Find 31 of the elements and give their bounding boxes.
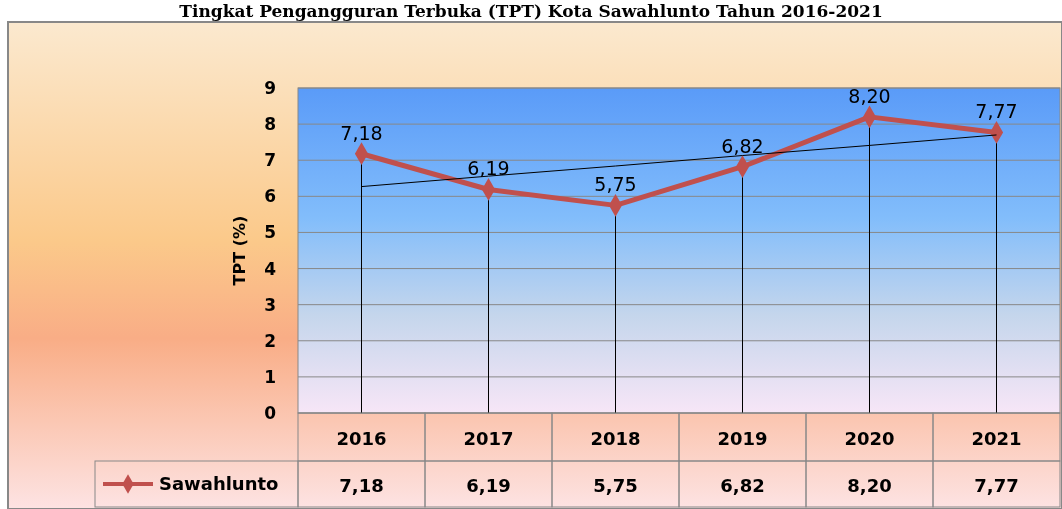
y-tick-label: 6: [264, 186, 276, 207]
text: 8,20: [847, 475, 892, 496]
x-tick-label: 2018: [590, 428, 641, 449]
x-tick-label: 2021: [971, 428, 1022, 449]
y-tick-label: 5: [264, 222, 276, 243]
text: 5,75: [594, 173, 637, 196]
y-axis-title: TPT (%): [230, 215, 249, 286]
y-tick-label: 2: [264, 330, 276, 351]
text: 8,20: [848, 84, 891, 107]
text: 6,19: [466, 475, 511, 496]
chart-title: Tingkat Pengangguran Terbuka (TPT) Kota Sawahlunto Tahun 2016-2021: [179, 1, 883, 21]
y-tick-label: 1: [264, 366, 276, 387]
text: 6,82: [721, 134, 764, 157]
y-tick-label: 0: [264, 403, 277, 423]
text: 6,82: [720, 475, 765, 496]
legend-label: Sawahlunto: [159, 473, 279, 494]
x-tick-label: 2016: [336, 428, 387, 449]
text: 7,77: [974, 475, 1019, 496]
y-tick-label: 9: [264, 78, 276, 98]
text: 5,75: [593, 475, 638, 496]
y-tick-label: 3: [264, 294, 276, 315]
y-tick-label: 7: [264, 150, 276, 171]
x-tick-label: 2017: [463, 428, 514, 449]
x-tick-label: 2019: [717, 428, 768, 449]
text: 7,77: [975, 100, 1018, 123]
text: 7,18: [339, 475, 384, 496]
y-tick-label: 8: [264, 114, 276, 135]
text: 7,18: [340, 121, 383, 144]
text: 6,19: [467, 157, 510, 180]
y-tick-label: 4: [264, 258, 277, 279]
x-tick-label: 2020: [844, 428, 895, 449]
